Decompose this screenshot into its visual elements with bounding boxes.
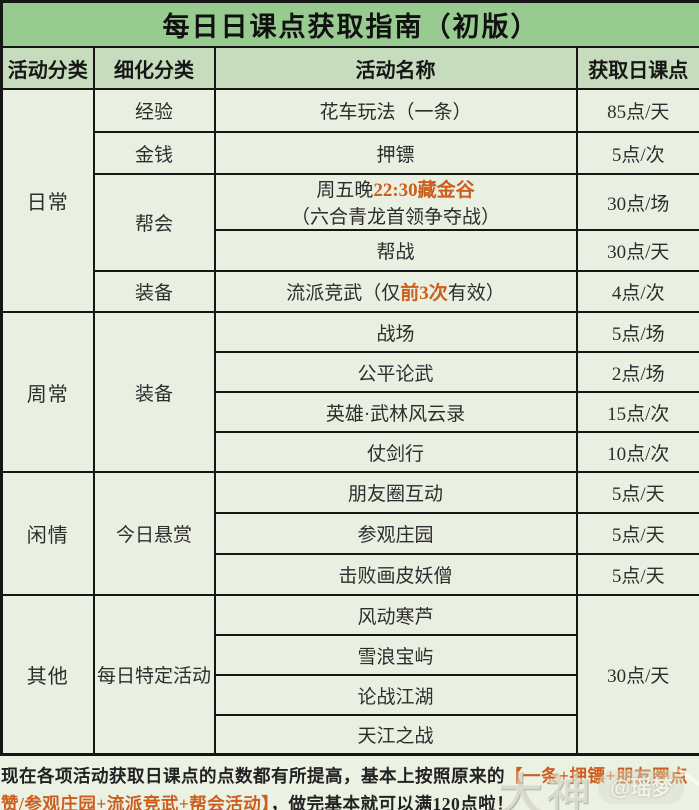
table-row: 击败画皮妖僧 5点/天 [2, 553, 699, 596]
activity-highlight-text: 前3次 [400, 283, 448, 304]
activity-cell: 风动寒芦 [213, 594, 578, 636]
footer-note: 现在各项活动获取日课点的点数都有所提高，基本上按照原来的【一条+押镖+朋友圈点赞… [0, 755, 699, 810]
activity-text: 有效） [447, 283, 505, 304]
activity-cell: 帮战 [213, 229, 578, 272]
points-cell: 5点/天 [575, 471, 699, 514]
subcategory-cell: 每日特定活动 [92, 594, 216, 755]
activity-cell: 花车玩法（一条） [213, 88, 578, 133]
points-cell: 30点/天 [575, 594, 699, 755]
column-header-subcategory: 细化分类 [92, 46, 216, 90]
points-cell: 85点/天 [575, 88, 699, 133]
footer-text: 现在各项活动获取日课点的点数都有所提高，基本上按照原来的 [1, 765, 505, 786]
column-header-activity: 活动名称 [213, 46, 578, 90]
table-row: 装备 流派竞武（仅前3次有效） 4点/次 [2, 270, 699, 313]
column-header-points: 获取日课点 [575, 46, 699, 90]
activity-cell: 雪浪宝屿 [213, 634, 578, 676]
category-cell-daily: 日常 [0, 88, 95, 313]
subcategory-cell: 帮会 [92, 173, 216, 272]
points-cell: 2点/场 [575, 351, 699, 393]
points-cell: 5点/场 [575, 311, 699, 353]
table-row: 公平论武 2点/场 [2, 351, 699, 393]
activity-cell: 周五晚22:30藏金谷 （六合青龙首领争夺战） [213, 173, 578, 231]
activity-cell: 论战江湖 [213, 674, 578, 716]
points-cell: 5点/天 [575, 553, 699, 596]
activity-text: （六合青龙首领争夺战） [290, 207, 500, 228]
activity-cell: 天江之战 [213, 714, 578, 755]
table-row: 论战江湖 [2, 674, 699, 716]
points-cell: 4点/次 [575, 270, 699, 313]
activity-cell: 流派竞武（仅前3次有效） [213, 270, 578, 313]
page-title: 每日日课点获取指南（初版） [0, 0, 699, 48]
table-row: 参观庄园 5点/天 [2, 512, 699, 555]
table-row: 仗剑行 10点/次 [2, 431, 699, 473]
table-row: 帮会 周五晚22:30藏金谷 （六合青龙首领争夺战） 30点/场 [2, 173, 699, 272]
activity-highlight-text: 22:30藏金谷 [373, 180, 475, 201]
table-row: 周常 装备 战场 5点/场 [0, 311, 699, 473]
points-cell: 5点/天 [575, 512, 699, 555]
subcategory-cell: 金钱 [92, 131, 216, 175]
points-cell: 10点/次 [575, 431, 699, 473]
table-row: 雪浪宝屿 [2, 634, 699, 676]
subcategory-cell: 装备 [92, 311, 216, 473]
category-cell-weekly: 周常 [0, 311, 95, 473]
activity-cell: 公平论武 [213, 351, 578, 393]
subcategory-cell: 今日悬赏 [92, 471, 216, 596]
column-header-category: 活动分类 [0, 46, 95, 90]
table-row: 帮战 30点/天 [2, 229, 699, 272]
activity-text: 周五晚 [316, 180, 374, 201]
points-cell: 30点/场 [575, 173, 699, 231]
category-cell-other: 其他 [0, 594, 95, 755]
category-cell-leisure: 闲情 [0, 471, 95, 596]
subcategory-cell: 装备 [92, 270, 216, 313]
table-row: 其他 每日特定活动 风动寒芦 30点/天 [0, 594, 699, 755]
table-row: 天江之战 [2, 714, 699, 755]
subcategory-cell: 经验 [92, 88, 216, 133]
table-row: 金钱 押镖 5点/次 [2, 131, 699, 175]
table-row: 闲情 今日悬赏 朋友圈互动 5点/天 [0, 471, 699, 596]
activity-cell: 英雄·武林风云录 [213, 391, 578, 433]
table-row: 英雄·武林风云录 15点/次 [2, 391, 699, 433]
footer-text: ，做完基本就可以满120点啦！ [270, 793, 515, 810]
points-guide-table: 每日日课点获取指南（初版） 活动分类 细化分类 活动名称 获取日课点 日常 经验… [0, 0, 699, 756]
activity-text: 流派竞武（仅 [286, 283, 401, 304]
activity-cell: 押镖 [213, 131, 578, 175]
activity-cell: 仗剑行 [213, 431, 578, 473]
activity-cell: 战场 [213, 311, 578, 353]
points-cell: 15点/次 [575, 391, 699, 433]
activity-cell: 参观庄园 [213, 512, 578, 555]
points-cell: 30点/天 [575, 229, 699, 272]
points-cell: 5点/次 [575, 131, 699, 175]
activity-cell: 击败画皮妖僧 [213, 553, 578, 596]
activity-cell: 朋友圈互动 [213, 471, 578, 514]
footer-highlight-text: 【一条+押镖+朋友圈点赞/参观庄园+流派竞武+帮会活动】 [1, 765, 688, 810]
table-row: 日常 经验 花车玩法（一条） 85点/天 [0, 88, 699, 313]
